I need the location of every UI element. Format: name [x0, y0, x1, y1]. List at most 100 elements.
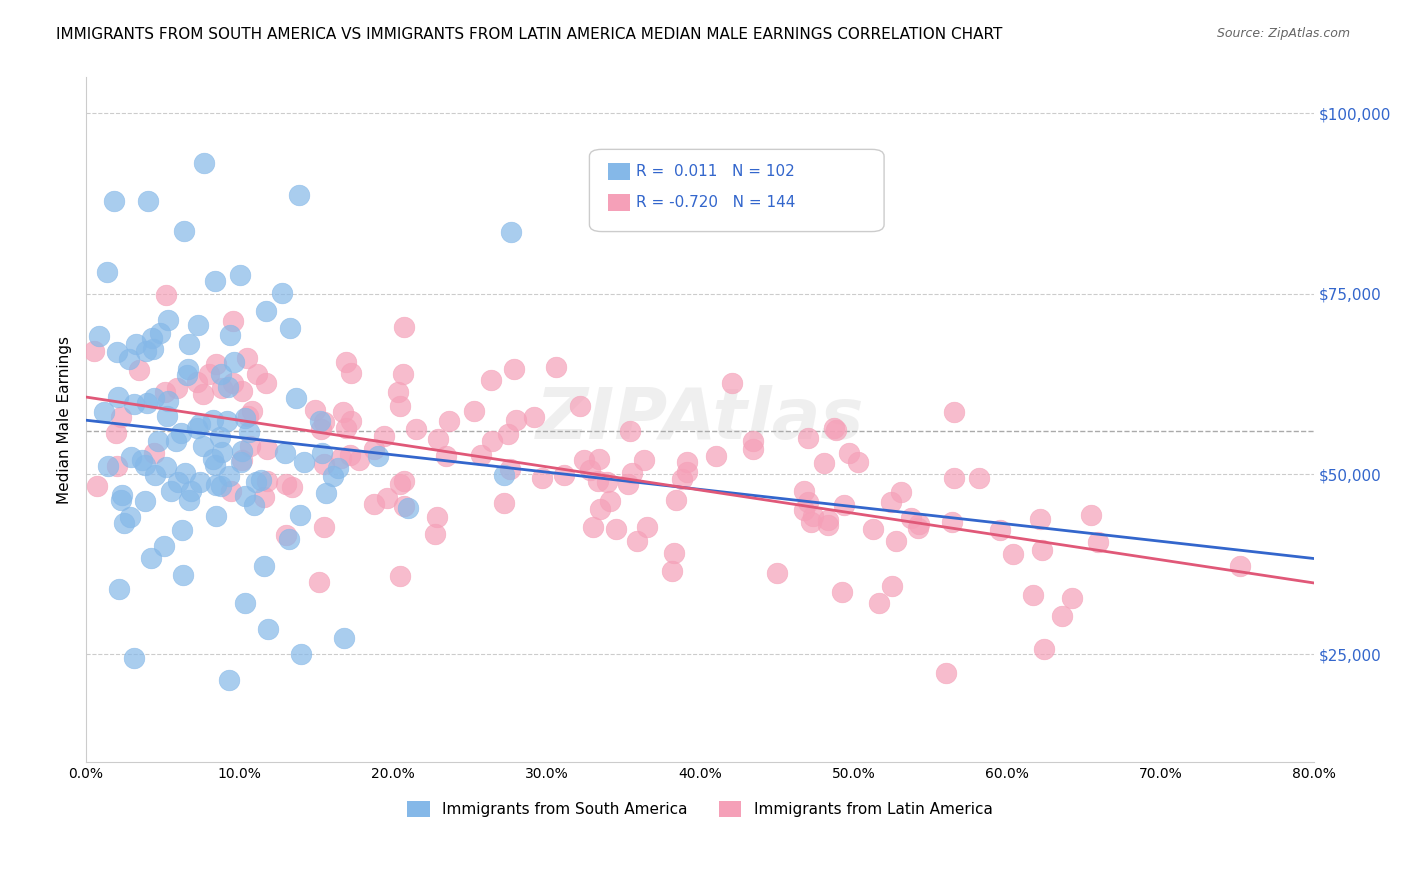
Point — [186, 375, 208, 389]
Point — [942, 405, 965, 419]
Point — [309, 414, 332, 428]
Point — [868, 596, 890, 610]
Point — [831, 585, 853, 599]
Point — [222, 314, 245, 328]
Point — [908, 516, 931, 531]
Point — [375, 491, 398, 505]
Point — [142, 392, 165, 406]
Point — [367, 450, 389, 464]
Point — [389, 569, 412, 583]
Point — [240, 404, 263, 418]
Point — [236, 409, 259, 424]
Point — [437, 414, 460, 428]
Point — [935, 665, 957, 680]
Point — [636, 520, 658, 534]
Point — [824, 423, 846, 437]
Point — [1087, 534, 1109, 549]
Point — [329, 450, 352, 465]
Point — [120, 450, 142, 465]
Point — [335, 421, 357, 435]
Point — [394, 499, 416, 513]
Point — [246, 367, 269, 381]
Point — [211, 445, 233, 459]
Point — [142, 446, 165, 460]
Point — [134, 458, 156, 473]
Point — [176, 368, 198, 383]
Point — [172, 567, 194, 582]
Point — [274, 476, 297, 491]
Point — [387, 384, 409, 399]
Point — [155, 459, 177, 474]
Point — [112, 516, 135, 530]
Point — [1050, 608, 1073, 623]
Point — [136, 396, 159, 410]
Point — [219, 484, 242, 499]
Point — [142, 342, 165, 356]
Point — [967, 471, 990, 485]
Point — [742, 442, 765, 457]
Point — [148, 434, 170, 449]
Point — [339, 366, 361, 380]
Point — [676, 455, 699, 469]
Point — [215, 414, 238, 428]
Point — [800, 515, 823, 529]
Point — [900, 511, 922, 525]
Point — [118, 352, 141, 367]
Point — [131, 453, 153, 467]
Point — [463, 403, 485, 417]
Point — [186, 421, 208, 435]
Point — [494, 495, 516, 509]
Point — [1032, 642, 1054, 657]
Point — [290, 647, 312, 661]
Point — [328, 461, 350, 475]
Point — [315, 485, 337, 500]
Point — [1062, 591, 1084, 605]
Point — [231, 384, 253, 398]
Bar — [607, 163, 630, 180]
Text: IMMIGRANTS FROM SOUTH AMERICA VS IMMIGRANTS FROM LATIN AMERICA MEDIAN MALE EARNI: IMMIGRANTS FROM SOUTH AMERICA VS IMMIGRA… — [56, 27, 1002, 42]
Point — [167, 475, 190, 490]
Point — [197, 367, 219, 381]
Point — [242, 499, 264, 513]
Point — [793, 503, 815, 517]
Point — [801, 508, 824, 523]
Point — [105, 458, 128, 473]
Point — [626, 534, 648, 549]
Point — [193, 387, 215, 401]
Point — [553, 468, 575, 483]
Point — [392, 320, 415, 334]
Point — [107, 390, 129, 404]
Point — [363, 442, 385, 457]
Text: ZIPAtlas: ZIPAtlas — [536, 385, 865, 454]
Point — [492, 467, 515, 482]
Point — [880, 579, 903, 593]
Point — [1029, 511, 1052, 525]
Point — [160, 484, 183, 499]
Point — [124, 336, 146, 351]
Point — [222, 355, 245, 369]
Point — [107, 582, 129, 597]
Text: Source: ZipAtlas.com: Source: ZipAtlas.com — [1216, 27, 1350, 40]
Y-axis label: Median Male Earnings: Median Male Earnings — [58, 336, 72, 504]
Point — [605, 522, 627, 536]
Point — [176, 362, 198, 376]
Point — [104, 426, 127, 441]
Point — [311, 421, 333, 435]
Point — [86, 478, 108, 492]
Point — [661, 564, 683, 578]
Point — [256, 474, 278, 488]
Point — [499, 462, 522, 476]
Point — [436, 449, 458, 463]
Point — [314, 520, 336, 534]
Point — [156, 409, 179, 423]
Point — [256, 622, 278, 636]
Point — [188, 417, 211, 431]
Point — [205, 357, 228, 371]
Point — [231, 452, 253, 467]
Point — [1080, 508, 1102, 522]
Point — [288, 188, 311, 202]
Point — [217, 380, 239, 394]
Point — [813, 456, 835, 470]
Point — [172, 524, 194, 538]
Point — [588, 502, 610, 516]
